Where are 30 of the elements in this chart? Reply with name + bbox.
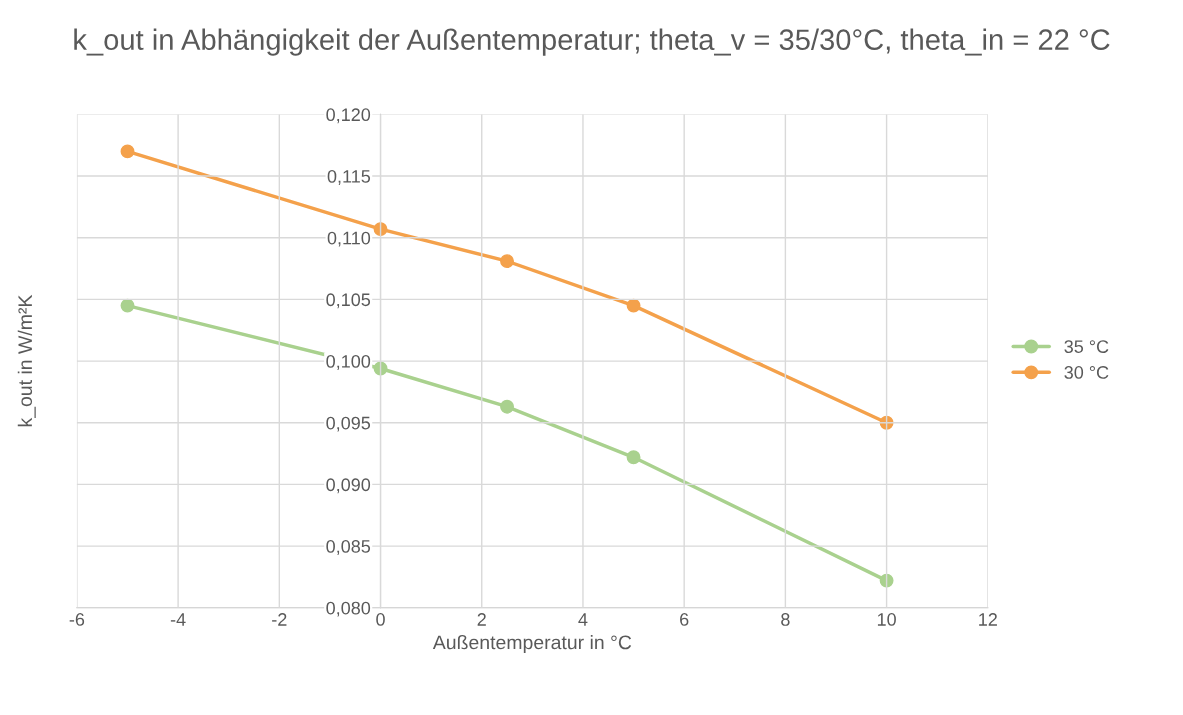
point <box>626 298 641 313</box>
x-tick-label: 10 <box>877 613 896 626</box>
y-tick-label: 0,080 <box>326 601 371 617</box>
x-tick-label: 8 <box>781 613 790 626</box>
point <box>120 144 135 159</box>
x-axis-title: Außentemperatur in °C <box>432 635 632 654</box>
x-tick-label: -4 <box>170 613 186 626</box>
legend-label: 30 °C <box>1064 366 1109 379</box>
x-tick-label: 6 <box>680 613 689 626</box>
y-tick-label: 0,120 <box>326 108 371 124</box>
y-tick-label: 0,115 <box>327 170 371 185</box>
x-tick-label: 2 <box>477 613 486 626</box>
chart-title: k_out in Abhängigkeit der Außentemperatur; theta_v = 35/30°C, theta_in = 22 °C <box>74 28 1110 56</box>
point <box>500 399 514 414</box>
legend-label: 35 °C <box>1064 340 1109 353</box>
x-tick-label: 0 <box>376 613 385 626</box>
y-tick-label: 0,095 <box>326 416 371 432</box>
point <box>500 254 514 269</box>
y-tick-label: 0,100 <box>326 355 371 370</box>
y-tick-label: 0,105 <box>326 293 371 309</box>
y-tick-label: 0,110 <box>327 231 371 247</box>
point <box>120 298 135 313</box>
x-tick-label: 4 <box>578 613 588 626</box>
x-tick-label: -2 <box>272 613 287 626</box>
y-tick-label: 0,085 <box>326 540 371 555</box>
point <box>626 450 641 465</box>
x-tick-label: 12 <box>979 613 997 626</box>
y-tick-label: 0,090 <box>326 478 371 494</box>
y-axis-title: k_out in W/m²K <box>17 294 36 427</box>
x-tick-label: -6 <box>69 613 85 626</box>
